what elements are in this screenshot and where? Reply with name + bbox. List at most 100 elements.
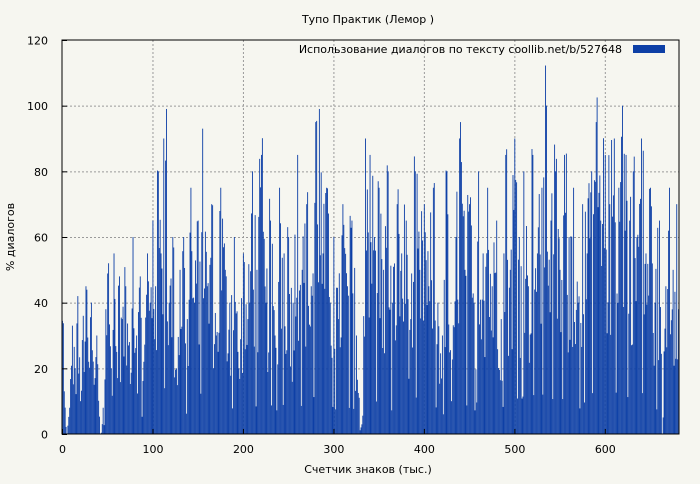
bar (484, 357, 486, 434)
bar (597, 207, 599, 434)
bar (545, 65, 547, 434)
bar (62, 323, 64, 434)
bar (288, 237, 290, 434)
bar (400, 270, 402, 434)
bar (455, 237, 457, 434)
bar (262, 231, 264, 434)
bar (408, 378, 410, 434)
bar (323, 203, 325, 434)
bar (265, 302, 267, 434)
bar (665, 286, 667, 434)
bar (451, 401, 452, 434)
bar (368, 317, 370, 434)
bar (525, 278, 527, 434)
bar (645, 253, 647, 434)
bar (465, 275, 467, 434)
bar (193, 297, 195, 434)
bar (116, 351, 118, 434)
bar (602, 223, 603, 434)
bar (139, 276, 141, 434)
bar (510, 249, 512, 434)
bar (443, 279, 445, 434)
bar (612, 195, 614, 434)
bar (242, 372, 243, 434)
bar (612, 216, 613, 434)
bar (568, 237, 570, 434)
bar (603, 248, 605, 434)
bar (166, 321, 168, 434)
bar (666, 347, 668, 434)
bar (399, 316, 401, 434)
bar (650, 206, 652, 434)
bar (143, 361, 145, 434)
bar (283, 253, 285, 434)
bar (458, 323, 460, 434)
bar (214, 312, 216, 434)
bar (147, 281, 149, 434)
bar (268, 352, 270, 434)
bar (272, 306, 274, 434)
bar (451, 359, 453, 434)
bar (349, 215, 351, 434)
bar (593, 180, 595, 434)
bar (403, 204, 405, 434)
bar (618, 187, 620, 434)
bar (501, 380, 503, 434)
bar (422, 320, 424, 434)
bar (393, 266, 395, 434)
bar (617, 302, 619, 434)
bar (253, 346, 255, 434)
bar (416, 173, 418, 434)
bar (563, 215, 565, 434)
bar (119, 276, 120, 434)
bar (363, 316, 365, 434)
bar (153, 309, 155, 434)
bar (281, 257, 283, 434)
bar (646, 304, 648, 434)
bar (575, 309, 577, 434)
bar (357, 392, 359, 434)
bar (125, 286, 127, 434)
bar (470, 225, 472, 434)
bar (165, 160, 167, 434)
bar (552, 399, 554, 434)
bar (460, 162, 462, 434)
bar (278, 281, 280, 434)
bar (230, 375, 232, 434)
bar (616, 293, 618, 434)
bar (492, 337, 494, 434)
bar (453, 327, 455, 434)
bar (295, 316, 297, 434)
bar (380, 213, 382, 434)
bar (534, 289, 536, 434)
bar (440, 353, 442, 434)
bar (259, 158, 261, 435)
bar (590, 192, 592, 434)
x-tick-label: 100 (142, 443, 163, 456)
bar (194, 302, 195, 434)
bar (261, 138, 263, 434)
bar (156, 170, 158, 434)
bar (258, 216, 260, 434)
bar (396, 204, 398, 434)
bar (554, 144, 556, 434)
bar (606, 333, 608, 434)
bar (79, 357, 81, 434)
bar (98, 400, 100, 434)
bar (71, 325, 73, 434)
bar (94, 378, 96, 434)
bar (369, 154, 371, 435)
bar (506, 149, 508, 434)
bar (302, 236, 304, 434)
bar (83, 371, 85, 434)
bar (502, 406, 504, 434)
bar (547, 285, 549, 434)
bar (623, 153, 625, 434)
bar (517, 398, 518, 434)
bar (187, 365, 189, 434)
bar (190, 187, 192, 434)
bar (508, 355, 509, 434)
bar (167, 345, 169, 434)
bar (284, 326, 286, 434)
